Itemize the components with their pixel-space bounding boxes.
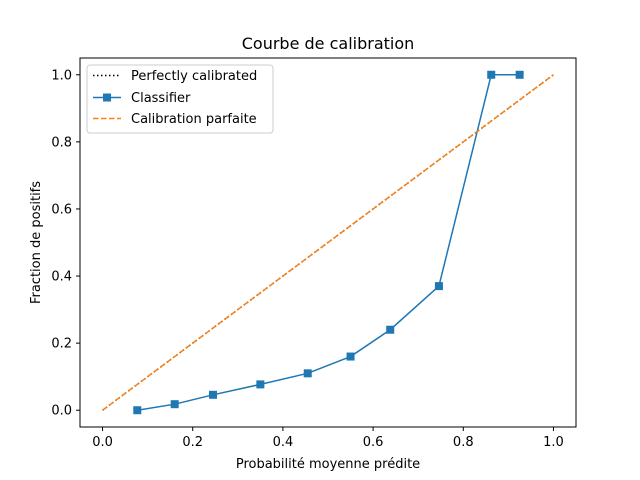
y-axis-ticks: 0.0 0.2 0.4 0.6 0.8 1.0: [51, 68, 80, 419]
legend-label-classifier: Classifier: [131, 91, 191, 106]
x-tick-label: 0.6: [363, 435, 384, 450]
y-tick-label: 0.6: [51, 202, 72, 217]
data-point-classifier: [170, 400, 179, 409]
x-axis-ticks: 0.0 0.2 0.4 0.6 0.8 1.0: [92, 427, 564, 450]
data-point-classifier: [386, 325, 395, 334]
y-axis-label: Fraction de positifs: [29, 181, 44, 304]
y-tick-label: 0.4: [51, 270, 72, 285]
legend-label-calibration-parfaite: Calibration parfaite: [131, 112, 257, 127]
legend-box: [86, 64, 274, 134]
legend: Perfectly calibrated Classifier Calibrat…: [86, 64, 274, 134]
x-tick-label: 1.0: [543, 435, 564, 450]
x-axis-label: Probabilité moyenne prédite: [236, 457, 420, 472]
x-tick-label: 0.0: [92, 435, 113, 450]
data-point-classifier: [487, 70, 496, 79]
data-point-classifier: [209, 390, 218, 399]
data-point-classifier: [256, 380, 265, 389]
data-point-classifier: [303, 369, 312, 378]
y-tick-label: 0.8: [51, 135, 72, 150]
y-tick-label: 0.0: [51, 404, 72, 419]
x-tick-label: 0.4: [273, 435, 294, 450]
y-tick-label: 1.0: [51, 68, 72, 83]
data-point-classifier: [434, 282, 443, 291]
x-tick-label: 0.8: [453, 435, 474, 450]
plot-content: [102, 70, 554, 415]
plot-frame: [79, 57, 577, 428]
series-line-classifier: [137, 74, 520, 411]
series-line-calibration-parfaite: [102, 74, 554, 411]
y-tick-label: 0.2: [51, 337, 72, 352]
data-point-classifier: [346, 352, 355, 361]
data-point-classifier: [515, 70, 524, 79]
chart-title: Courbe de calibration: [242, 34, 415, 53]
legend-marker-classifier: [103, 93, 111, 102]
legend-label-perfectly-calibrated: Perfectly calibrated: [131, 69, 257, 84]
data-point-classifier: [133, 406, 142, 415]
x-tick-label: 0.2: [182, 435, 203, 450]
